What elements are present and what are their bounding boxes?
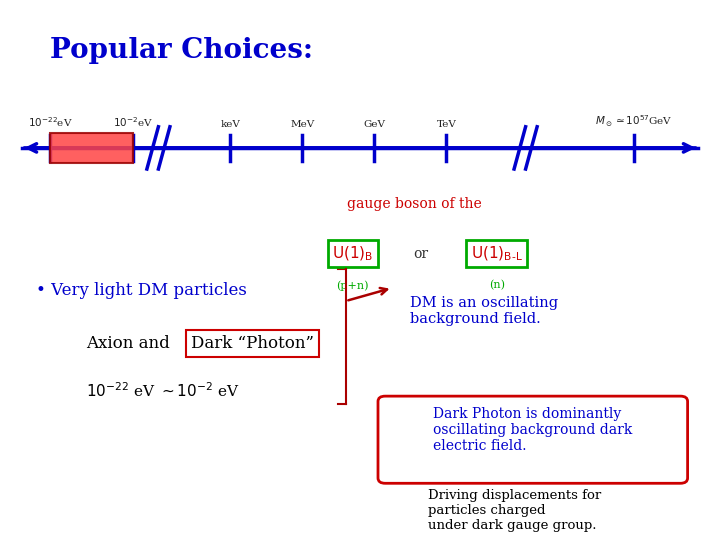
Text: Dark Photon is dominantly
oscillating background dark
electric field.: Dark Photon is dominantly oscillating ba…	[433, 407, 632, 453]
Text: $10^{-22}$ eV $\sim 10^{-2}$ eV: $10^{-22}$ eV $\sim 10^{-2}$ eV	[86, 381, 240, 400]
Text: Dark “Photon”: Dark “Photon”	[191, 335, 314, 352]
Text: $10^{-22}$eV: $10^{-22}$eV	[28, 116, 73, 130]
Text: $\mathrm{U(1)_B}$: $\mathrm{U(1)_B}$	[332, 244, 374, 263]
Text: (p+n): (p+n)	[336, 280, 369, 291]
Text: or: or	[413, 247, 429, 260]
FancyBboxPatch shape	[50, 133, 133, 163]
Text: $\mathrm{U(1)_{B\text{-}L}}$: $\mathrm{U(1)_{B\text{-}L}}$	[471, 244, 523, 263]
Text: $10^{-2}$eV: $10^{-2}$eV	[113, 116, 153, 130]
Text: Axion and: Axion and	[86, 335, 176, 352]
Text: $M_\odot \simeq 10^{57}$GeV: $M_\odot \simeq 10^{57}$GeV	[595, 114, 672, 130]
FancyBboxPatch shape	[378, 396, 688, 483]
Text: DM is an oscillating
background field.: DM is an oscillating background field.	[410, 296, 559, 326]
Text: TeV: TeV	[436, 120, 456, 130]
Text: • Very light DM particles: • Very light DM particles	[36, 282, 247, 299]
Text: keV: keV	[220, 120, 240, 130]
Text: Popular Choices:: Popular Choices:	[50, 37, 313, 64]
Text: (n): (n)	[489, 280, 505, 291]
Text: MeV: MeV	[290, 120, 315, 130]
Text: gauge boson of the: gauge boson of the	[346, 197, 482, 211]
Text: Driving displacements for
particles charged
under dark gauge group.: Driving displacements for particles char…	[428, 489, 602, 531]
Text: GeV: GeV	[364, 120, 385, 130]
